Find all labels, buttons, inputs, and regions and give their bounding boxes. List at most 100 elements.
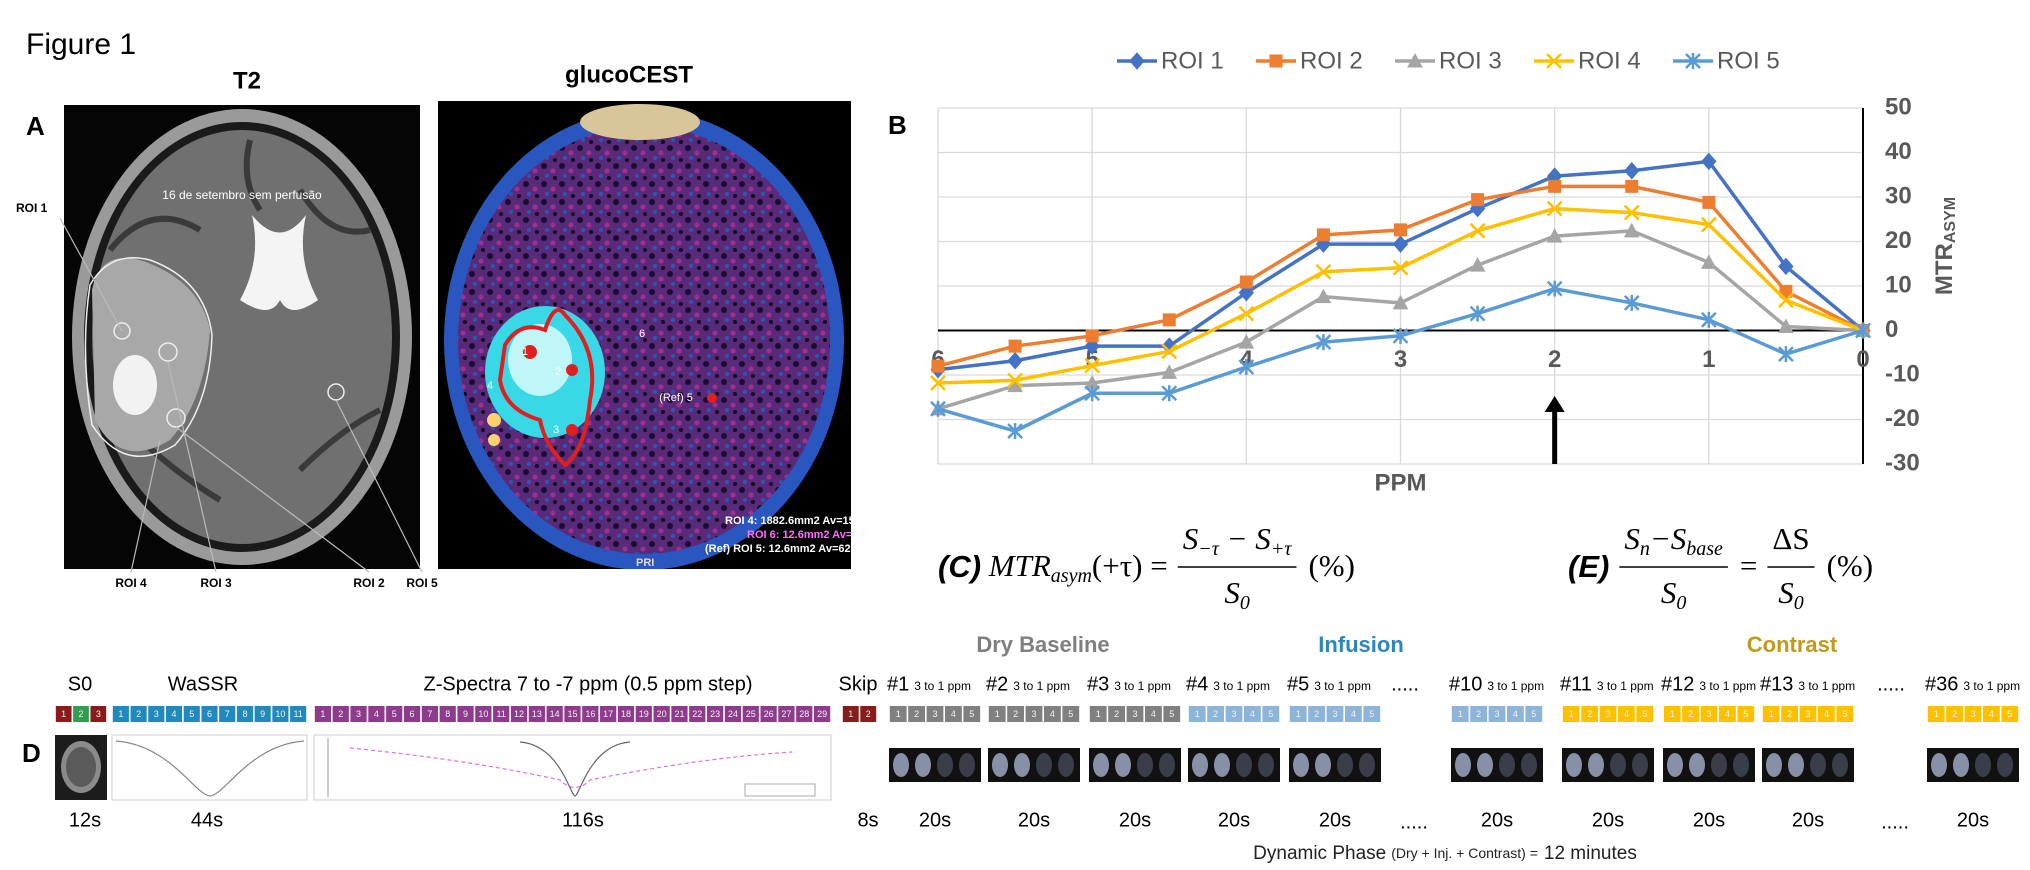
sequence-box: [1163, 706, 1181, 722]
marker: [1392, 294, 1409, 310]
thumbnail-brain: [937, 753, 953, 777]
box-number: 5: [1642, 709, 1647, 719]
sequence-box: [1451, 706, 1469, 722]
box-number: 5: [1369, 709, 1374, 719]
roi-marker: 1: [522, 346, 528, 358]
box-number: 9: [260, 709, 265, 719]
equation-piece: n: [1640, 538, 1650, 560]
equation-text: S0: [1224, 575, 1250, 613]
marker: [1778, 257, 1794, 276]
thumbnail-brain: [915, 753, 931, 777]
box-number: 4: [1725, 709, 1730, 719]
equation-text: ΔS: [1772, 521, 1809, 556]
roi-marker: 4: [487, 380, 493, 392]
marker: [1546, 228, 1563, 243]
roi-stats: ROI 4: 1882.6mm2 Av=159: [725, 515, 861, 527]
box-number: 4: [1513, 709, 1518, 719]
equation-piece: 0: [1240, 592, 1250, 614]
sequence-box: [439, 706, 456, 722]
thumbnail-brain: [959, 753, 975, 777]
roi-label: ROI 5: [406, 576, 438, 590]
box-number: 3: [1031, 709, 1036, 719]
glucocest-image: [438, 101, 851, 569]
equation-text: S−τ − S+τ: [1183, 521, 1293, 559]
box-number: 5: [1169, 709, 1174, 719]
box-number: 2: [914, 709, 919, 719]
legend-label: ROI 1: [1161, 47, 1224, 74]
sequence-box: [1488, 706, 1506, 722]
box-number: 24: [728, 709, 738, 719]
sequence-box: [1799, 706, 1817, 722]
legend-label: ROI 5: [1717, 47, 1780, 74]
thumbnail-brain: [1667, 753, 1683, 777]
box-number: 1: [1934, 709, 1939, 719]
marker: [1316, 228, 1330, 242]
sequence-box: [1946, 706, 1963, 722]
thumbnail-brain: [1521, 753, 1537, 777]
duration: 20s: [1018, 809, 1050, 831]
equation-piece: ΔS: [1772, 521, 1809, 556]
sequence-box: [475, 706, 492, 722]
box-number: 3: [1970, 709, 1975, 719]
marker: [1161, 364, 1178, 379]
box-number: 3: [356, 709, 361, 719]
equation-piece: base: [1686, 538, 1723, 560]
sequence-box: [112, 706, 129, 722]
equation-piece: −S: [1650, 521, 1686, 556]
sequence-box: [1145, 706, 1162, 722]
box-number: 1: [1296, 709, 1301, 719]
marker: [1084, 385, 1101, 402]
dynamic-subtitle: 3 to 1 ppm: [1597, 679, 1654, 693]
duration: 20s: [1957, 809, 1989, 831]
sequence-box: [1781, 706, 1798, 722]
sequence-box: [653, 706, 670, 722]
marker: [1701, 152, 1717, 171]
box-number: 3: [1332, 709, 1337, 719]
box-number: 6: [410, 709, 415, 719]
sequence-box: [1700, 706, 1718, 722]
sequence-box: [889, 706, 907, 722]
sequence-box: [219, 706, 236, 722]
box-number: 3: [1605, 709, 1610, 719]
equation-piece: asym: [1051, 565, 1092, 587]
box-number: 4: [172, 709, 177, 719]
box-number: 20: [657, 709, 667, 719]
box-number: 5: [1268, 709, 1273, 719]
t2-image: [59, 105, 423, 573]
dynamic-subtitle: 3 to 1 ppm: [1699, 679, 1756, 693]
y-tick-label: 20: [1885, 227, 1912, 254]
box-number: 4: [374, 709, 379, 719]
marker: [1625, 179, 1639, 193]
box-number: 2: [1952, 709, 1957, 719]
roi-label: ROI 4: [115, 576, 147, 590]
marker: [1315, 288, 1332, 304]
box-number: 14: [550, 709, 560, 719]
panel-label: A: [26, 111, 45, 141]
marker: [1238, 334, 1255, 349]
box-number: 28: [799, 709, 809, 719]
thumbnail-brain: [1610, 753, 1626, 777]
thumbnail-brain: [1214, 753, 1230, 777]
dynamic-subtitle: 3 to 1 ppm: [1798, 679, 1855, 693]
equation-piece: S: [1778, 575, 1794, 610]
dynamic-subtitle: 3 to 1 ppm: [1963, 679, 2020, 693]
legend-label: ROI 4: [1578, 47, 1641, 74]
marker: [1238, 283, 1254, 302]
image-title: T2: [233, 67, 261, 94]
sequence-box: [689, 706, 706, 722]
roi-label: ROI 2: [353, 576, 385, 590]
sequence-box: [1682, 706, 1699, 722]
sequence-box: [926, 706, 944, 722]
box-number: 1: [848, 709, 853, 719]
sequence-box: [1818, 706, 1835, 722]
arrow-head: [1544, 396, 1565, 412]
dynamic-subtitle: 3 to 1 ppm: [914, 679, 971, 693]
box-number: 4: [1151, 709, 1156, 719]
sequence-box: [600, 706, 617, 722]
duration: 12s: [69, 809, 101, 831]
legend-label: ROI 2: [1300, 47, 1363, 74]
thumbnail-brain: [1566, 753, 1582, 777]
sequence-box: [1007, 706, 1024, 722]
equation-piece: S: [1624, 521, 1640, 556]
thumbnail-brain: [1014, 753, 1030, 777]
